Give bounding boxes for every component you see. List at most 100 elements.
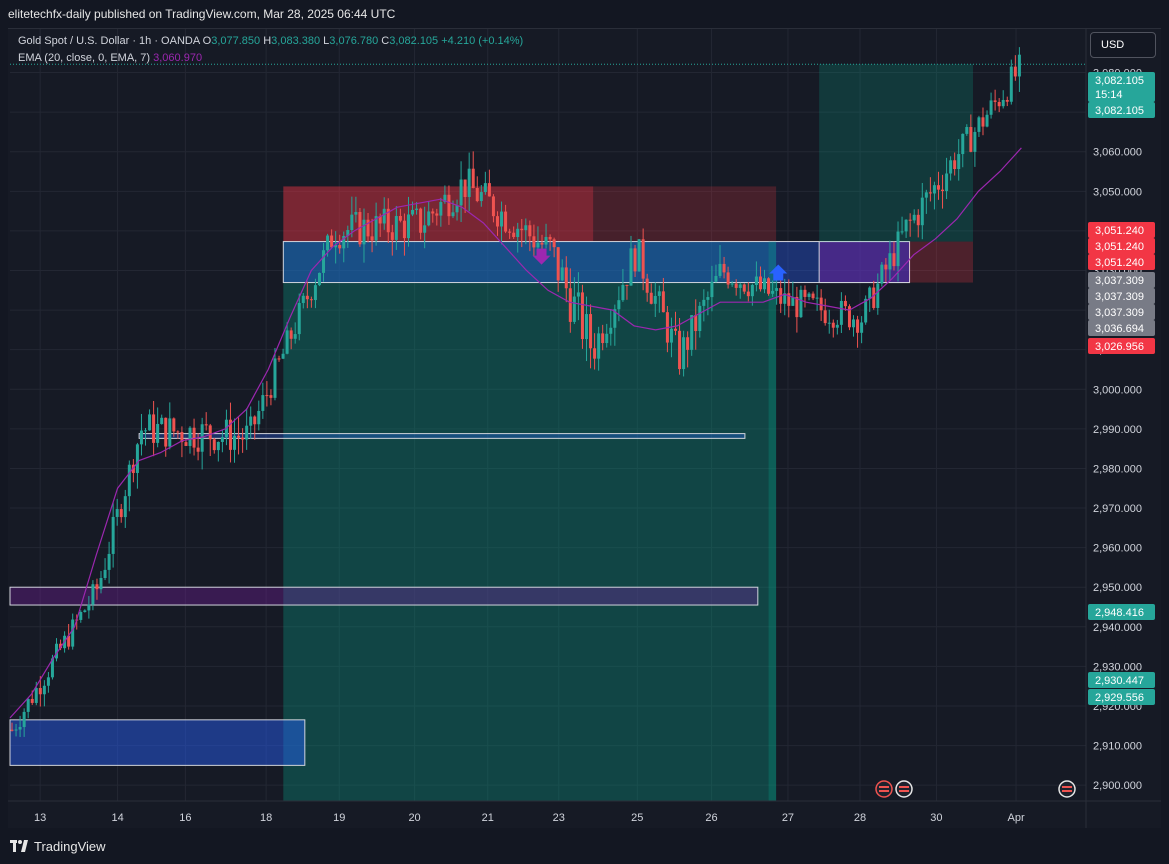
candle-body[interactable] xyxy=(912,214,916,221)
candle-body[interactable] xyxy=(508,231,512,233)
candle-body[interactable] xyxy=(847,306,851,328)
candle-body[interactable] xyxy=(560,267,564,281)
candle-body[interactable] xyxy=(977,117,981,132)
candle-body[interactable] xyxy=(390,232,394,240)
candle-body[interactable] xyxy=(815,297,819,299)
candle-body[interactable] xyxy=(200,424,204,452)
candle-body[interactable] xyxy=(718,263,722,276)
candle-body[interactable] xyxy=(439,201,443,216)
candle-body[interactable] xyxy=(253,416,257,425)
candle-body[interactable] xyxy=(641,239,645,279)
candle-body[interactable] xyxy=(738,284,742,288)
candle-body[interactable] xyxy=(908,219,912,221)
candle-body[interactable] xyxy=(876,283,880,308)
candle-body[interactable] xyxy=(487,183,491,197)
candle-body[interactable] xyxy=(338,244,342,249)
candle-body[interactable] xyxy=(483,183,487,193)
candle-body[interactable] xyxy=(961,133,965,155)
candle-body[interactable] xyxy=(451,212,455,217)
candle-body[interactable] xyxy=(924,192,928,198)
candle-body[interactable] xyxy=(540,242,544,245)
candle-body[interactable] xyxy=(884,264,888,270)
candle-body[interactable] xyxy=(706,297,710,300)
candle-body[interactable] xyxy=(237,435,241,438)
candle-body[interactable] xyxy=(204,424,208,426)
zone-entry-box[interactable] xyxy=(282,241,911,284)
candle-body[interactable] xyxy=(257,410,261,425)
candle-body[interactable] xyxy=(46,677,50,686)
candle-body[interactable] xyxy=(589,314,593,349)
candle-body[interactable] xyxy=(443,194,447,202)
candle-body[interactable] xyxy=(342,235,346,249)
candle-body[interactable] xyxy=(682,337,686,370)
candle-body[interactable] xyxy=(10,729,14,731)
candle-body[interactable] xyxy=(350,214,354,231)
candle-body[interactable] xyxy=(1005,99,1009,102)
candle-body[interactable] xyxy=(564,267,568,289)
candle-body[interactable] xyxy=(115,509,119,517)
zone-blue-low[interactable] xyxy=(9,719,306,766)
candle-body[interactable] xyxy=(144,430,148,432)
candle-body[interactable] xyxy=(386,208,390,233)
candle-body[interactable] xyxy=(799,289,803,318)
candle-body[interactable] xyxy=(916,214,920,226)
candle-body[interactable] xyxy=(989,100,993,115)
candle-body[interactable] xyxy=(714,275,718,282)
candle-body[interactable] xyxy=(326,235,330,251)
candle-body[interactable] xyxy=(860,322,864,333)
candle-body[interactable] xyxy=(767,278,771,294)
candle-body[interactable] xyxy=(152,414,156,443)
candle-body[interactable] xyxy=(378,216,382,224)
candle-body[interactable] xyxy=(572,296,576,322)
candle-body[interactable] xyxy=(394,216,398,240)
candle-body[interactable] xyxy=(427,211,431,226)
candle-body[interactable] xyxy=(787,293,791,306)
candle-body[interactable] xyxy=(148,414,152,431)
candle-body[interactable] xyxy=(330,235,334,248)
candle-body[interactable] xyxy=(864,298,868,323)
candle-body[interactable] xyxy=(216,441,220,451)
candle-body[interactable] xyxy=(932,185,936,194)
us-flag-event-icon[interactable] xyxy=(895,780,913,798)
candle-body[interactable] xyxy=(334,244,338,248)
candle-body[interactable] xyxy=(1013,66,1017,77)
candle-body[interactable] xyxy=(479,192,483,202)
candle-body[interactable] xyxy=(50,658,54,678)
candle-body[interactable] xyxy=(742,284,746,292)
candle-body[interactable] xyxy=(168,418,172,447)
candle-body[interactable] xyxy=(548,236,552,240)
candle-body[interactable] xyxy=(629,248,633,286)
candle-body[interactable] xyxy=(103,569,107,579)
candle-body[interactable] xyxy=(245,425,249,440)
candle-body[interactable] xyxy=(710,281,714,298)
price-tag[interactable] xyxy=(1088,102,1155,118)
candle-body[interactable] xyxy=(322,250,326,273)
candle-body[interactable] xyxy=(447,194,451,217)
candle-body[interactable] xyxy=(852,319,856,328)
price-tag[interactable] xyxy=(1088,288,1155,304)
ema-label[interactable]: EMA (20, close, 0, EMA, 7) xyxy=(18,52,151,64)
candle-body[interactable] xyxy=(949,160,953,174)
candle-body[interactable] xyxy=(241,437,245,440)
candle-body[interactable] xyxy=(504,211,508,232)
candle-body[interactable] xyxy=(346,230,350,236)
candle-body[interactable] xyxy=(317,272,321,286)
candle-body[interactable] xyxy=(613,309,617,328)
candle-body[interactable] xyxy=(123,496,127,518)
candle-body[interactable] xyxy=(354,212,358,215)
candle-body[interactable] xyxy=(273,358,277,398)
candle-body[interactable] xyxy=(795,296,799,318)
candle-body[interactable] xyxy=(690,315,694,350)
candle-body[interactable] xyxy=(657,291,661,296)
candle-body[interactable] xyxy=(184,442,188,446)
candle-body[interactable] xyxy=(99,578,103,590)
candle-body[interactable] xyxy=(973,131,977,152)
candle-body[interactable] xyxy=(556,247,560,281)
candle-body[interactable] xyxy=(374,216,378,241)
candle-body[interactable] xyxy=(536,242,540,248)
candle-body[interactable] xyxy=(544,236,548,245)
candle-body[interactable] xyxy=(402,220,406,239)
zone-green-target2[interactable] xyxy=(819,64,974,242)
candle-body[interactable] xyxy=(985,114,989,127)
candle-body[interactable] xyxy=(904,219,908,232)
